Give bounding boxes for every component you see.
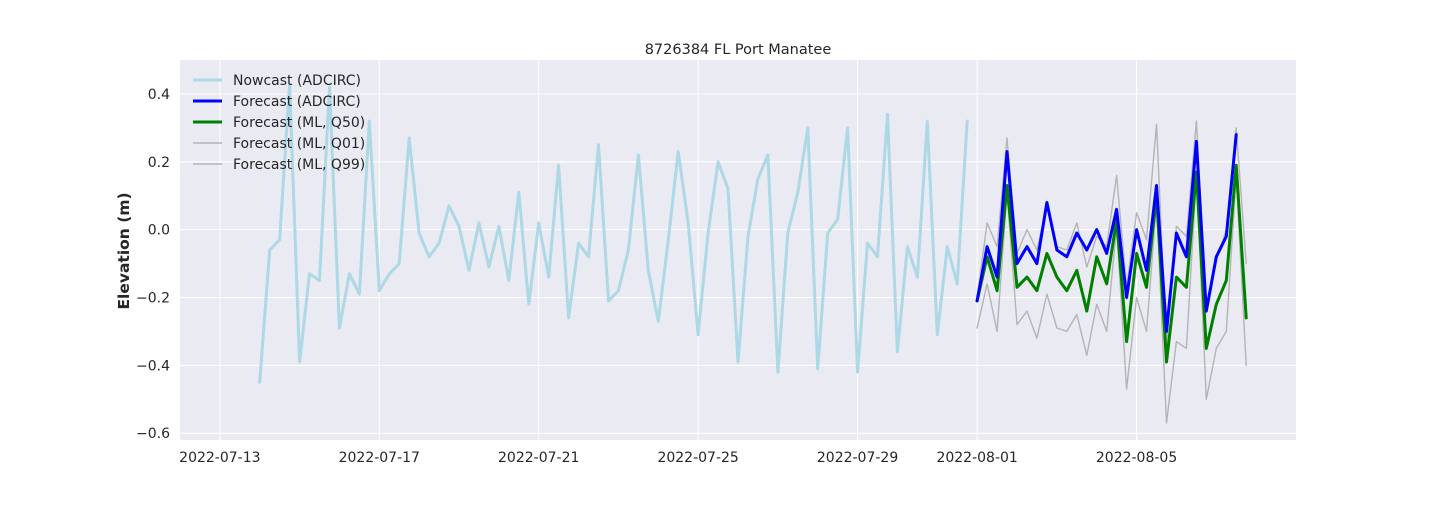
chart-title: 8726384 FL Port Manatee: [645, 42, 832, 58]
y-tick-label: 0.4: [148, 87, 170, 103]
plot-area: [180, 60, 1296, 440]
legend-label: Forecast (ML, Q01): [233, 136, 365, 152]
y-tick-label: −0.4: [136, 358, 170, 374]
y-tick-label: −0.6: [136, 426, 170, 442]
legend-label: Forecast (ML, Q50): [233, 115, 365, 131]
x-tick-label: 2022-08-01: [936, 450, 1017, 466]
x-tick-label: 2022-07-13: [179, 450, 260, 466]
series-line-0: [258, 82, 969, 384]
legend-label: Forecast (ADCIRC): [233, 94, 361, 110]
legend-label: Forecast (ML, Q99): [233, 157, 365, 173]
y-axis-label: Elevation (m): [115, 192, 133, 309]
x-tick-label: 2022-07-21: [498, 450, 579, 466]
legend-label: Nowcast (ADCIRC): [233, 73, 361, 89]
x-tick-label: 2022-07-25: [657, 450, 738, 466]
series-line-3: [976, 174, 1247, 424]
y-tick-label: 0.0: [148, 223, 170, 239]
y-tick-label: −0.2: [136, 291, 170, 307]
x-tick-label: 2022-07-17: [339, 450, 420, 466]
x-tick-label: 2022-07-29: [817, 450, 898, 466]
y-tick-label: 0.2: [148, 155, 170, 171]
series-line-1: [975, 133, 1238, 333]
series-line-2: [975, 163, 1248, 364]
x-tick-label: 2022-08-05: [1096, 450, 1177, 466]
